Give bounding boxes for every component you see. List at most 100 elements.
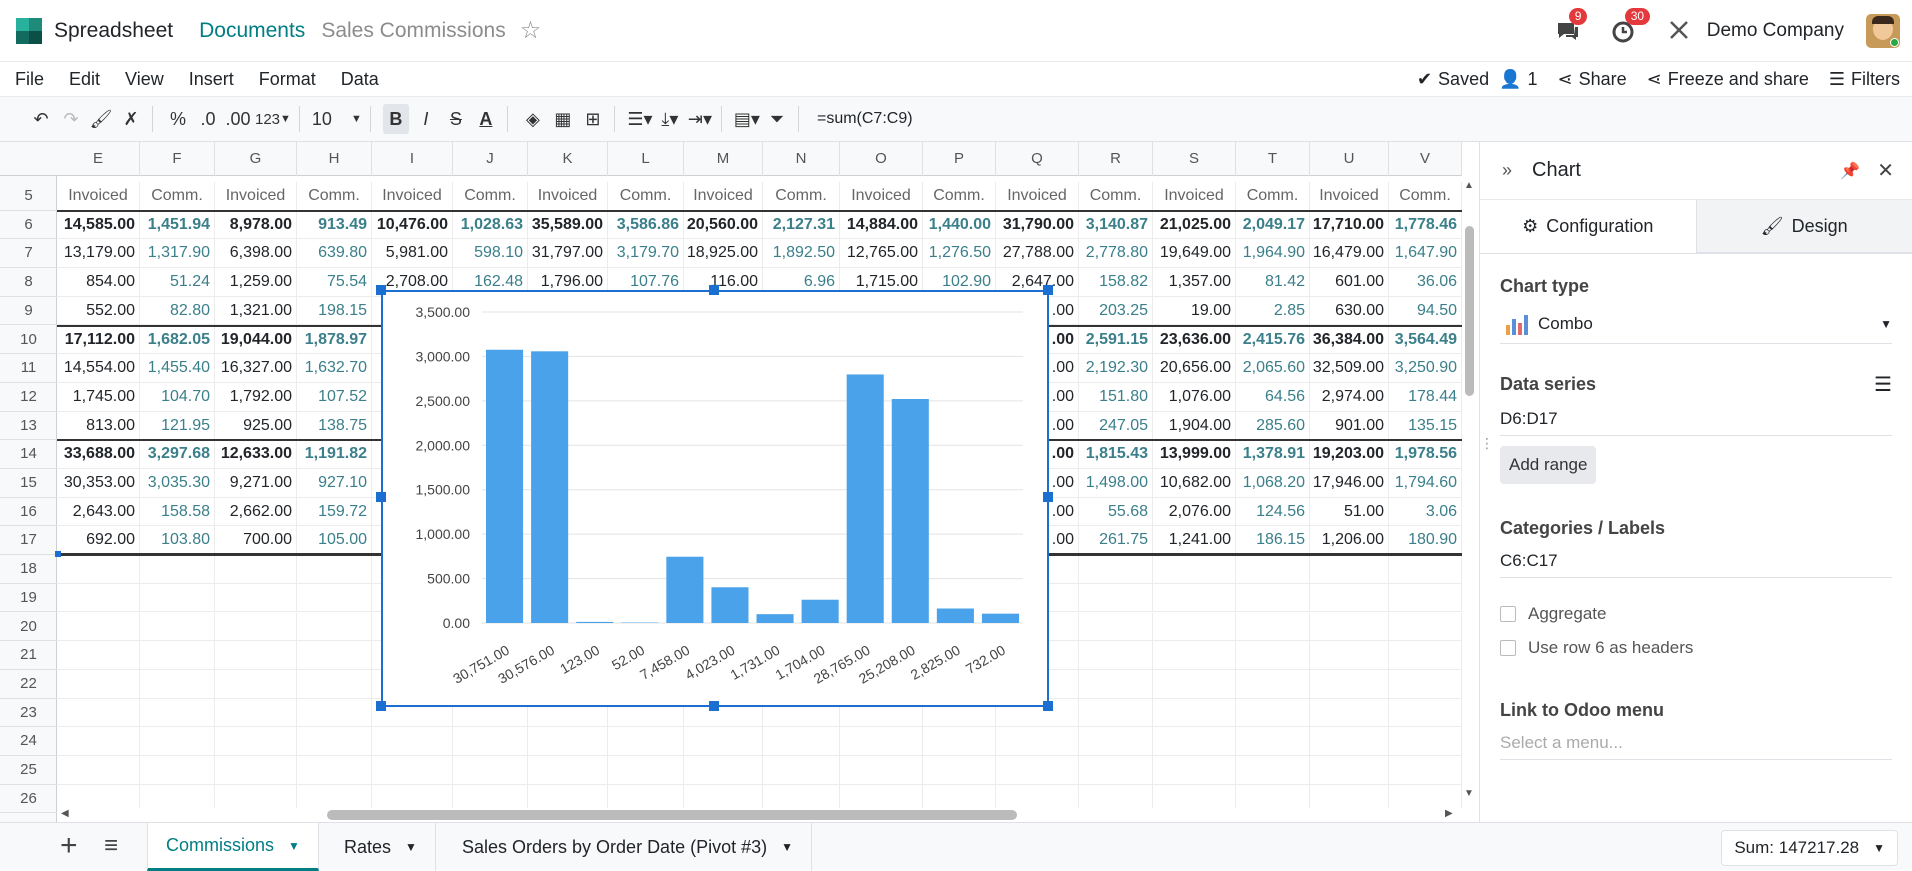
- cell[interactable]: 3,250.90: [1389, 354, 1462, 383]
- cell[interactable]: 1,068.20: [1236, 469, 1310, 498]
- strikethrough-icon[interactable]: S: [443, 104, 469, 134]
- spreadsheet-logo-icon[interactable]: [16, 18, 42, 44]
- bold-icon[interactable]: B: [383, 104, 409, 134]
- cell[interactable]: 5,981.00: [372, 239, 453, 268]
- cell[interactable]: [996, 756, 1079, 785]
- cell[interactable]: [1153, 555, 1236, 584]
- cell[interactable]: 6,398.00: [215, 239, 297, 268]
- cell[interactable]: 2,049.17: [1236, 211, 1310, 240]
- cell[interactable]: [297, 756, 372, 785]
- cell[interactable]: [840, 727, 923, 756]
- row-header[interactable]: 10: [0, 326, 57, 355]
- cell[interactable]: 121.95: [140, 412, 215, 441]
- cell[interactable]: [215, 613, 297, 642]
- app-name[interactable]: Spreadsheet: [54, 19, 173, 43]
- cell[interactable]: 31,790.00: [996, 211, 1079, 240]
- menu-data[interactable]: Data: [331, 62, 389, 96]
- column-header[interactable]: M: [684, 142, 763, 176]
- cell[interactable]: 14,554.00: [57, 354, 140, 383]
- cell[interactable]: [140, 584, 215, 613]
- cell[interactable]: [57, 613, 140, 642]
- cell[interactable]: 1,357.00: [1153, 268, 1236, 297]
- cell[interactable]: [1236, 555, 1310, 584]
- cell[interactable]: 32,509.00: [1310, 354, 1389, 383]
- cell[interactable]: 20,560.00: [684, 211, 763, 240]
- cell[interactable]: 247.05: [1079, 412, 1153, 441]
- cell[interactable]: Invoiced: [996, 182, 1079, 211]
- row-header[interactable]: 15: [0, 469, 57, 498]
- cell[interactable]: 1,440.00: [923, 211, 996, 240]
- cell[interactable]: 1,276.50: [923, 239, 996, 268]
- merge-cells-icon[interactable]: ⊞: [580, 104, 606, 134]
- menu-edit[interactable]: Edit: [59, 62, 110, 96]
- cell[interactable]: 75.54: [297, 268, 372, 297]
- cell[interactable]: [215, 641, 297, 670]
- cell[interactable]: 180.90: [1389, 526, 1462, 555]
- align-horizontal-icon[interactable]: ☰▾: [627, 104, 653, 134]
- cell[interactable]: [1389, 670, 1462, 699]
- cell[interactable]: [57, 584, 140, 613]
- caret-down-icon[interactable]: ▼: [288, 839, 300, 853]
- row-header[interactable]: 13: [0, 412, 57, 441]
- chart-resize-handle[interactable]: [1043, 492, 1053, 502]
- cell[interactable]: 31,797.00: [528, 239, 608, 268]
- cell[interactable]: 35,589.00: [528, 211, 608, 240]
- column-header[interactable]: R: [1079, 142, 1153, 176]
- cell[interactable]: 158.82: [1079, 268, 1153, 297]
- cell[interactable]: [1310, 555, 1389, 584]
- aggregate-checkbox[interactable]: Aggregate: [1500, 604, 1892, 624]
- cell[interactable]: 630.00: [1310, 297, 1389, 326]
- italic-icon[interactable]: I: [413, 104, 439, 134]
- horizontal-scroll-thumb[interactable]: [327, 810, 1017, 820]
- cell[interactable]: [684, 727, 763, 756]
- cell[interactable]: [1153, 670, 1236, 699]
- filter-icon[interactable]: ⏷: [764, 104, 790, 134]
- column-header[interactable]: T: [1236, 142, 1310, 176]
- cell[interactable]: [528, 756, 608, 785]
- chart-resize-handle[interactable]: [376, 492, 386, 502]
- cell[interactable]: Invoiced: [1153, 182, 1236, 211]
- share-button[interactable]: ⋖Share: [1558, 69, 1627, 90]
- cell[interactable]: 33,688.00: [57, 440, 140, 469]
- row-header[interactable]: 21: [0, 641, 57, 670]
- row-header[interactable]: 8: [0, 268, 57, 297]
- cell[interactable]: 16,479.00: [1310, 239, 1389, 268]
- freeze-share-button[interactable]: ⋖Freeze and share: [1647, 69, 1809, 90]
- column-header[interactable]: E: [57, 142, 140, 176]
- cell[interactable]: 135.15: [1389, 412, 1462, 441]
- cell[interactable]: [140, 670, 215, 699]
- panel-resize-handle[interactable]: ⋮: [1480, 440, 1494, 446]
- cell[interactable]: 82.80: [140, 297, 215, 326]
- cell[interactable]: 12,633.00: [215, 440, 297, 469]
- cell[interactable]: 198.15: [297, 297, 372, 326]
- cell[interactable]: 36,384.00: [1310, 326, 1389, 355]
- redo-icon[interactable]: ↷: [58, 104, 84, 134]
- cell[interactable]: [1310, 699, 1389, 728]
- cell[interactable]: [1310, 641, 1389, 670]
- row-header[interactable]: 22: [0, 670, 57, 699]
- cell[interactable]: [923, 756, 996, 785]
- cell[interactable]: [215, 670, 297, 699]
- messages-icon[interactable]: 9: [1555, 18, 1581, 44]
- caret-down-icon[interactable]: ▼: [781, 840, 793, 854]
- cell[interactable]: 3,179.70: [608, 239, 684, 268]
- cell[interactable]: 94.50: [1389, 297, 1462, 326]
- cell[interactable]: [57, 699, 140, 728]
- scroll-left-icon[interactable]: ◀: [61, 808, 69, 819]
- cell[interactable]: .00: [1049, 440, 1079, 469]
- cell[interactable]: 30,353.00: [57, 469, 140, 498]
- cell[interactable]: [297, 699, 372, 728]
- chart-resize-handle[interactable]: [1043, 701, 1053, 711]
- cell[interactable]: 203.25: [1079, 297, 1153, 326]
- cell[interactable]: [763, 727, 840, 756]
- scroll-right-icon[interactable]: ▶: [1445, 808, 1453, 819]
- vertical-scroll-thumb[interactable]: [1465, 226, 1474, 396]
- row-header[interactable]: 7: [0, 239, 57, 268]
- row-header[interactable]: 19: [0, 584, 57, 613]
- cell[interactable]: [1153, 641, 1236, 670]
- cell[interactable]: [1310, 584, 1389, 613]
- cell[interactable]: 2,076.00: [1153, 498, 1236, 527]
- cell[interactable]: 913.49: [297, 211, 372, 240]
- cell[interactable]: [297, 613, 372, 642]
- row-header[interactable]: 12: [0, 383, 57, 412]
